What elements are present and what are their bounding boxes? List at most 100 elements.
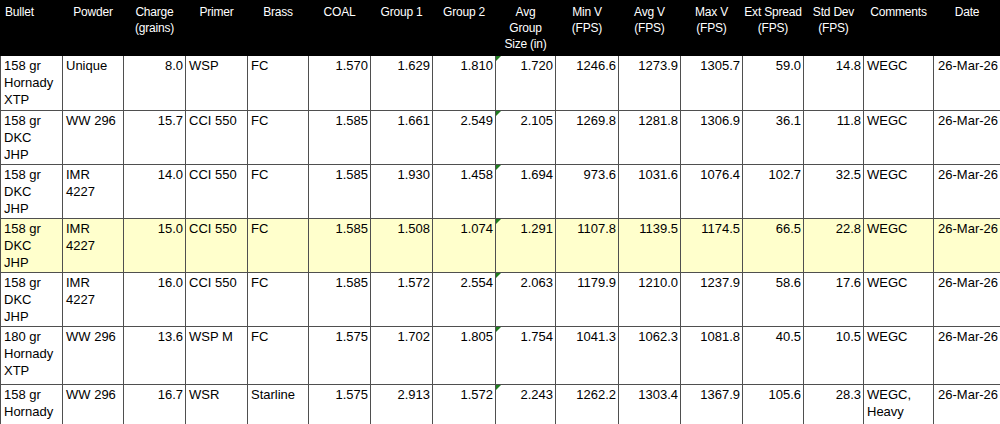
- cell-min-v[interactable]: 1262.2: [556, 385, 619, 424]
- column-header-primer[interactable]: Primer: [186, 1, 248, 56]
- cell-ext-spread[interactable]: 36.1: [743, 111, 804, 165]
- cell-brass[interactable]: FC: [248, 56, 309, 111]
- cell-coal[interactable]: 1.575: [309, 327, 371, 385]
- cell-group2[interactable]: 1.458: [433, 165, 496, 219]
- column-header-group2[interactable]: Group 2: [433, 1, 496, 56]
- cell-coal[interactable]: 1.585: [309, 165, 371, 219]
- cell-avg-group-size[interactable]: 1.720: [496, 56, 556, 111]
- column-header-powder[interactable]: Powder: [63, 1, 124, 56]
- cell-group2[interactable]: 1.572: [433, 385, 496, 424]
- cell-powder[interactable]: Unique: [63, 56, 124, 111]
- cell-charge[interactable]: 15.7: [124, 111, 186, 165]
- cell-std-dev[interactable]: 28.3: [804, 385, 864, 424]
- cell-min-v[interactable]: 1179.9: [556, 273, 619, 327]
- cell-date[interactable]: 26-Mar-26: [934, 111, 1000, 165]
- cell-avg-group-size[interactable]: 2.105: [496, 111, 556, 165]
- column-header-charge[interactable]: Charge (grains): [124, 1, 186, 56]
- cell-comments[interactable]: WEGC, Heavy Recoil: [864, 385, 934, 424]
- cell-group2[interactable]: 1.805: [433, 327, 496, 385]
- cell-date[interactable]: 26-Mar-26: [934, 219, 1000, 273]
- cell-brass[interactable]: FC: [248, 273, 309, 327]
- cell-comments[interactable]: WEGC: [864, 273, 934, 327]
- cell-coal[interactable]: 1.585: [309, 219, 371, 273]
- column-header-bullet[interactable]: Bullet: [1, 1, 63, 56]
- cell-min-v[interactable]: 1246.6: [556, 56, 619, 111]
- cell-charge[interactable]: 16.7: [124, 385, 186, 424]
- cell-std-dev[interactable]: 10.5: [804, 327, 864, 385]
- column-header-min-v[interactable]: Min V (FPS): [556, 1, 619, 56]
- column-header-max-v[interactable]: Max V (FPS): [681, 1, 743, 56]
- cell-brass[interactable]: FC: [248, 219, 309, 273]
- cell-avg-v[interactable]: 1210.0: [619, 273, 681, 327]
- cell-brass[interactable]: FC: [248, 165, 309, 219]
- cell-max-v[interactable]: 1076.4: [681, 165, 743, 219]
- cell-bullet[interactable]: 158 gr DKC JHP: [1, 165, 63, 219]
- cell-brass[interactable]: Starline: [248, 385, 309, 424]
- cell-bullet[interactable]: 180 gr Hornady XTP: [1, 327, 63, 385]
- cell-brass[interactable]: FC: [248, 111, 309, 165]
- cell-comments[interactable]: WEGC: [864, 327, 934, 385]
- column-header-group1[interactable]: Group 1: [371, 1, 433, 56]
- cell-date[interactable]: 26-Mar-26: [934, 273, 1000, 327]
- cell-avg-group-size[interactable]: 1.754: [496, 327, 556, 385]
- cell-comments[interactable]: WEGC: [864, 56, 934, 111]
- cell-primer[interactable]: WSR: [186, 385, 248, 424]
- cell-group2[interactable]: 1.074: [433, 219, 496, 273]
- column-header-avg-group-size[interactable]: Avg Group Size (in): [496, 1, 556, 56]
- cell-powder[interactable]: IMR 4227: [63, 165, 124, 219]
- cell-coal[interactable]: 1.585: [309, 273, 371, 327]
- cell-avg-v[interactable]: 1062.3: [619, 327, 681, 385]
- cell-max-v[interactable]: 1306.9: [681, 111, 743, 165]
- column-header-avg-v[interactable]: Avg V (FPS): [619, 1, 681, 56]
- cell-date[interactable]: 26-Mar-26: [934, 385, 1000, 424]
- cell-avg-v[interactable]: 1031.6: [619, 165, 681, 219]
- cell-date[interactable]: 26-Mar-26: [934, 56, 1000, 111]
- cell-bullet[interactable]: 158 gr Hornady XTP: [1, 385, 63, 424]
- cell-avg-v[interactable]: 1303.4: [619, 385, 681, 424]
- cell-max-v[interactable]: 1237.9: [681, 273, 743, 327]
- cell-primer[interactable]: CCI 550: [186, 273, 248, 327]
- cell-date[interactable]: 26-Mar-26: [934, 327, 1000, 385]
- cell-bullet[interactable]: 158 gr DKC JHP: [1, 219, 63, 273]
- cell-bullet[interactable]: 158 gr Hornady XTP: [1, 56, 63, 111]
- cell-max-v[interactable]: 1081.8: [681, 327, 743, 385]
- cell-group2[interactable]: 2.549: [433, 111, 496, 165]
- cell-group1[interactable]: 1.508: [371, 219, 433, 273]
- cell-powder[interactable]: WW 296: [63, 111, 124, 165]
- cell-avg-group-size[interactable]: 2.243: [496, 385, 556, 424]
- cell-charge[interactable]: 15.0: [124, 219, 186, 273]
- column-header-brass[interactable]: Brass: [248, 1, 309, 56]
- cell-date[interactable]: 26-Mar-26: [934, 165, 1000, 219]
- column-header-date[interactable]: Date: [934, 1, 1000, 56]
- cell-comments[interactable]: WEGC: [864, 219, 934, 273]
- cell-brass[interactable]: FC: [248, 327, 309, 385]
- cell-ext-spread[interactable]: 102.7: [743, 165, 804, 219]
- cell-powder[interactable]: WW 296: [63, 385, 124, 424]
- cell-std-dev[interactable]: 32.5: [804, 165, 864, 219]
- cell-primer[interactable]: WSP M: [186, 327, 248, 385]
- cell-group1[interactable]: 1.572: [371, 273, 433, 327]
- cell-charge[interactable]: 8.0: [124, 56, 186, 111]
- column-header-comments[interactable]: Comments: [864, 1, 934, 56]
- cell-primer[interactable]: CCI 550: [186, 111, 248, 165]
- cell-min-v[interactable]: 1269.8: [556, 111, 619, 165]
- cell-ext-spread[interactable]: 105.6: [743, 385, 804, 424]
- cell-avg-group-size[interactable]: 2.063: [496, 273, 556, 327]
- cell-primer[interactable]: WSP: [186, 56, 248, 111]
- cell-min-v[interactable]: 1041.3: [556, 327, 619, 385]
- cell-std-dev[interactable]: 11.8: [804, 111, 864, 165]
- cell-bullet[interactable]: 158 gr DKC JHP: [1, 111, 63, 165]
- cell-coal[interactable]: 1.570: [309, 56, 371, 111]
- cell-avg-v[interactable]: 1139.5: [619, 219, 681, 273]
- cell-charge[interactable]: 13.6: [124, 327, 186, 385]
- column-header-ext-spread[interactable]: Ext Spread (FPS): [743, 1, 804, 56]
- cell-coal[interactable]: 1.585: [309, 111, 371, 165]
- cell-ext-spread[interactable]: 66.5: [743, 219, 804, 273]
- cell-ext-spread[interactable]: 59.0: [743, 56, 804, 111]
- cell-avg-group-size[interactable]: 1.291: [496, 219, 556, 273]
- cell-min-v[interactable]: 1107.8: [556, 219, 619, 273]
- cell-group1[interactable]: 1.629: [371, 56, 433, 111]
- cell-coal[interactable]: 1.575: [309, 385, 371, 424]
- cell-group1[interactable]: 2.913: [371, 385, 433, 424]
- cell-ext-spread[interactable]: 58.6: [743, 273, 804, 327]
